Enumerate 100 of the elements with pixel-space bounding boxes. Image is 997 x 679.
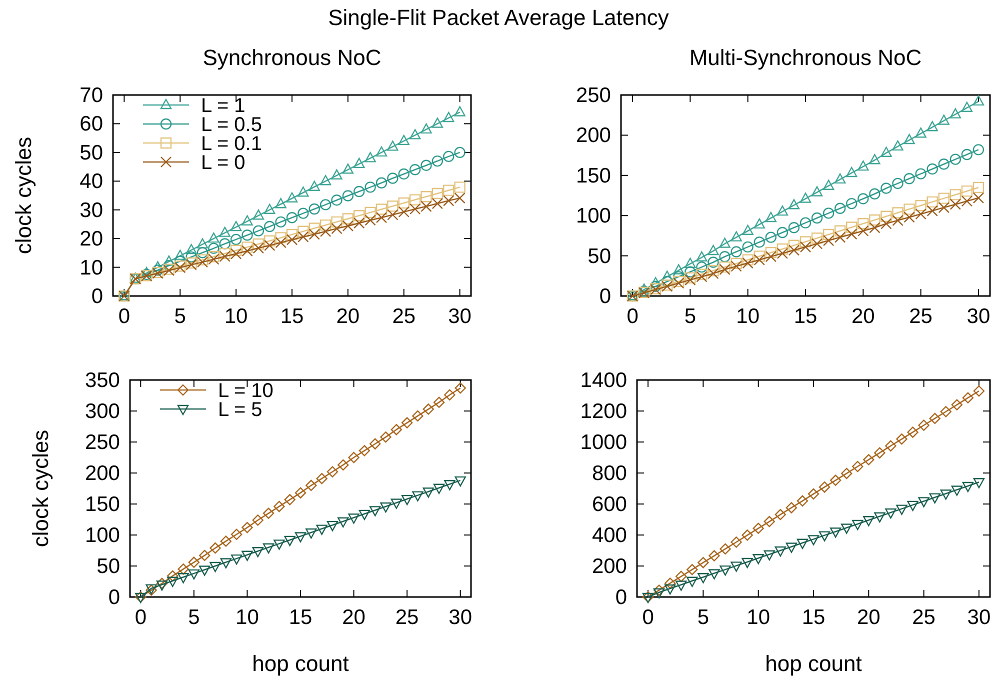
point [938, 158, 950, 170]
point [686, 576, 698, 587]
point [398, 134, 410, 146]
point [852, 460, 864, 472]
y-tick-label: 20 [80, 228, 103, 251]
point [331, 169, 342, 180]
point [262, 543, 274, 554]
y-tick-label: 50 [588, 244, 611, 268]
point [264, 204, 276, 214]
point [869, 188, 880, 200]
point [858, 193, 869, 204]
point [387, 140, 398, 151]
point [698, 556, 709, 568]
y-tick-label: 1400 [580, 369, 627, 392]
point [938, 192, 950, 204]
point [892, 178, 904, 190]
y-tick-label: 100 [576, 204, 611, 228]
point [880, 218, 892, 230]
point [219, 226, 230, 237]
point [904, 212, 915, 223]
point [274, 540, 285, 550]
point [348, 514, 360, 524]
point [433, 396, 445, 408]
point [892, 140, 904, 151]
x-tick-label: 10 [736, 305, 760, 328]
point [972, 144, 984, 156]
point [972, 95, 984, 106]
point [788, 222, 800, 234]
legend-label: L = 10 [218, 380, 274, 402]
point [376, 204, 388, 215]
point [776, 248, 788, 259]
point [174, 250, 186, 260]
legend-label: L = 0.1 [201, 133, 262, 155]
point [896, 433, 908, 445]
point [306, 528, 317, 539]
point [885, 508, 896, 519]
point [412, 410, 424, 422]
point [275, 216, 286, 228]
point [422, 488, 434, 498]
y-tick-label: 1200 [580, 400, 627, 423]
point [364, 152, 376, 162]
point [874, 447, 886, 458]
point [443, 184, 454, 196]
point [264, 235, 276, 246]
point [369, 506, 381, 516]
point [252, 225, 264, 236]
point [764, 516, 775, 528]
point [719, 264, 730, 276]
point [284, 494, 296, 506]
point [776, 226, 788, 238]
point [286, 228, 298, 240]
point [338, 459, 349, 471]
point [219, 238, 230, 250]
point [950, 189, 962, 200]
point [754, 250, 765, 262]
point [338, 517, 349, 528]
x-tick-label: 25 [912, 606, 936, 629]
y-tick-label: 10 [80, 256, 103, 280]
point [800, 236, 812, 248]
point [286, 192, 298, 202]
point [907, 500, 918, 512]
x-tick-label: 15 [288, 606, 312, 629]
point [698, 573, 709, 584]
point [316, 472, 328, 484]
y-tick-label: 50 [96, 555, 120, 578]
point [163, 255, 175, 266]
point [708, 256, 719, 268]
point [252, 210, 264, 220]
y-tick-label: 1000 [580, 431, 627, 454]
point [186, 244, 197, 254]
point [840, 468, 852, 480]
point [242, 550, 253, 561]
point [811, 232, 823, 244]
x-tick-label: 5 [174, 305, 186, 328]
chart-title: Multi-Synchronous NoC [689, 45, 922, 70]
point [409, 129, 421, 140]
y-tick-label: 250 [84, 431, 120, 454]
point [907, 426, 918, 438]
point [896, 504, 908, 515]
point [708, 265, 719, 276]
point [433, 484, 445, 494]
point [742, 254, 754, 266]
point [210, 542, 221, 554]
point [926, 121, 938, 132]
point [730, 536, 742, 548]
legend-label: L = 0 [201, 152, 246, 174]
point [742, 224, 754, 235]
point [950, 198, 962, 210]
point [210, 562, 221, 572]
point [752, 554, 764, 564]
y-tick-label: 0 [108, 586, 120, 609]
point [294, 487, 306, 498]
point [950, 108, 962, 118]
point [390, 424, 402, 436]
point [420, 123, 432, 134]
point [242, 242, 253, 253]
x-tick-label: 5 [684, 305, 696, 328]
point [196, 247, 208, 258]
point [808, 488, 820, 500]
point [858, 218, 869, 230]
